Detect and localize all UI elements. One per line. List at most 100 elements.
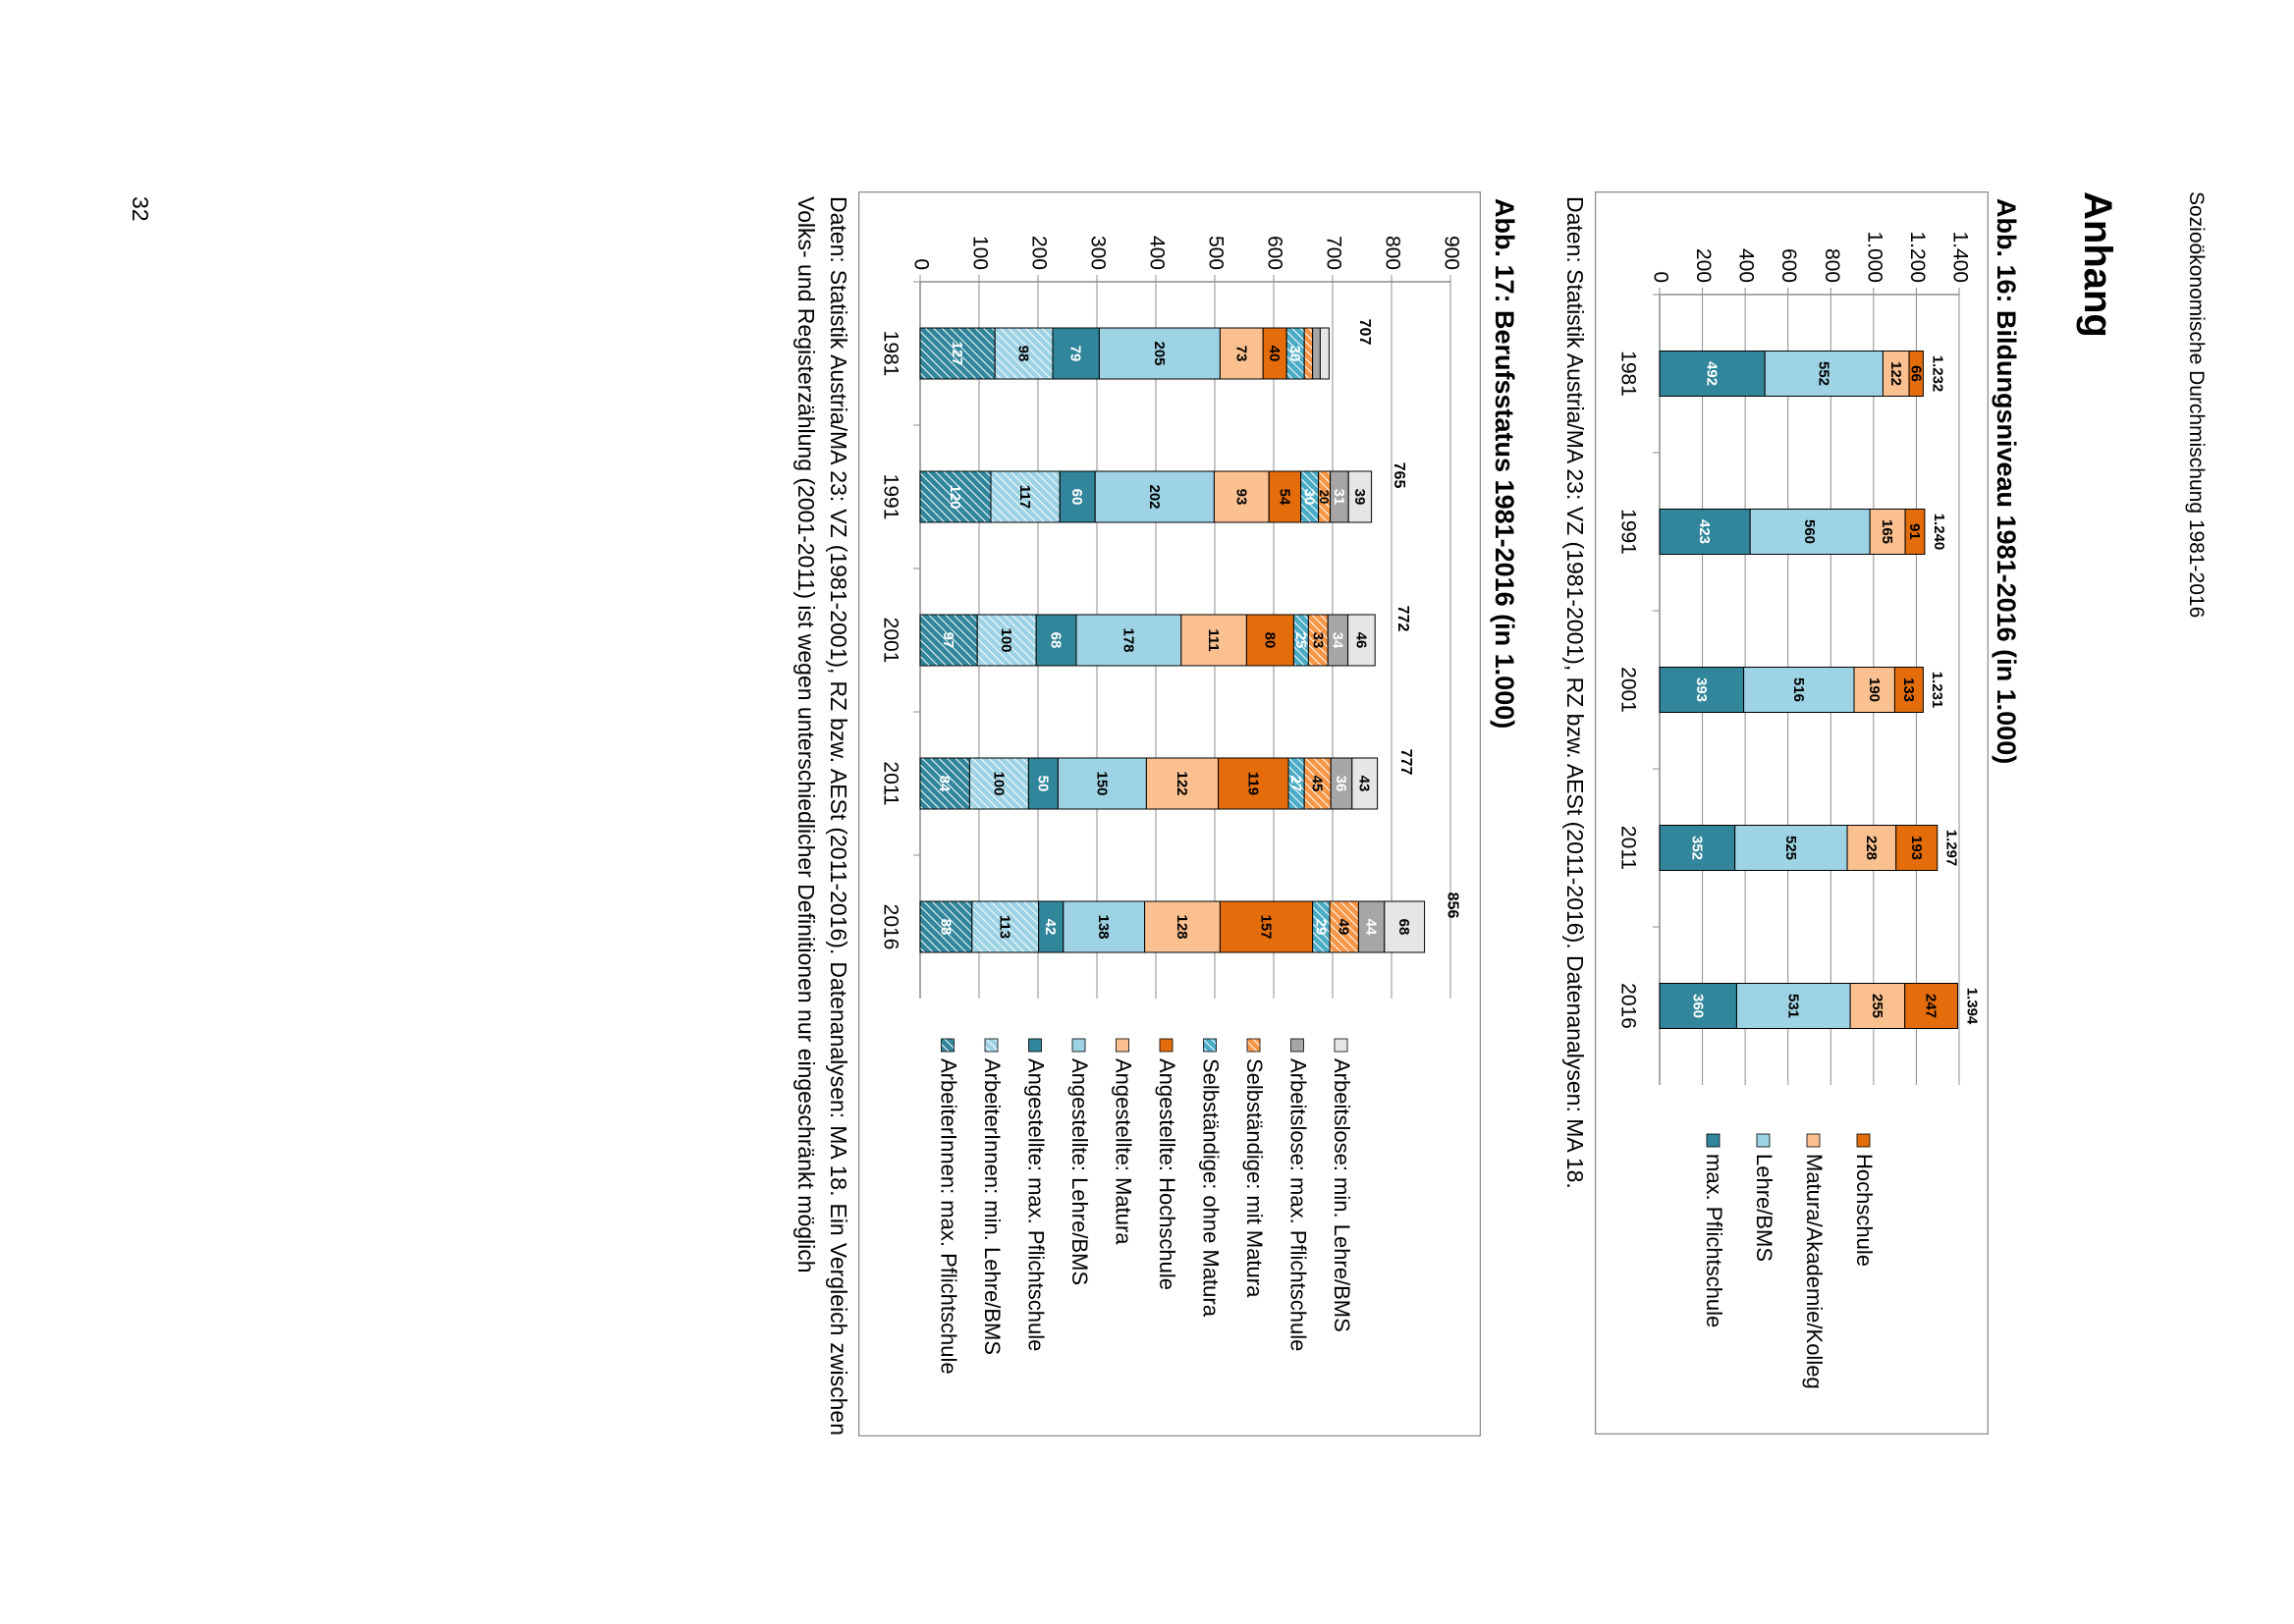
data-label: 80 (1261, 632, 1278, 649)
data-label: 393 (1693, 677, 1710, 702)
x-tick-label: 1981 (879, 331, 901, 377)
bar-segment (1347, 470, 1373, 523)
data-label: 165 (1879, 519, 1895, 544)
data-label: 247 (1923, 994, 1939, 1018)
bar-segment (1895, 825, 1939, 871)
bar-segment (1319, 327, 1330, 380)
data-label: 193 (1908, 836, 1925, 860)
data-label: 120 (947, 484, 963, 509)
y-tick-label: 400 (1145, 236, 1168, 270)
y-tick-label: 800 (1381, 236, 1403, 270)
total-label: 707 (1356, 319, 1373, 346)
legend-swatch (1856, 1133, 1871, 1148)
data-label: 150 (1093, 771, 1110, 795)
y-tick-label: 600 (1777, 248, 1800, 283)
chart: 0 100 200 300 400 500 600 700 800 900 1981 127 98 79 2… (858, 191, 1481, 1436)
y-tick-label: 400 (1735, 248, 1758, 283)
data-label: 79 (1067, 346, 1084, 362)
legend-swatch (1203, 1038, 1217, 1053)
chart-title: Abb. 17: Berufsstatus 1981-2016 (in 1.00… (1490, 198, 1519, 730)
chart-title: Abb. 16: Bildungsniveau 1981-2016 (in 1.… (1992, 198, 2021, 765)
legend-label: ArbeiterInnen: max. Pflichtschule (937, 1058, 961, 1375)
y-tick-label: 200 (1692, 248, 1715, 283)
total-label: 777 (1397, 749, 1414, 776)
total-label: 856 (1444, 893, 1460, 919)
data-label: 525 (1782, 836, 1799, 860)
data-label: 20 (1317, 490, 1332, 504)
legend-label: max. Pflichtschule (1702, 1154, 1726, 1327)
legend-label: Selbständige: ohne Matura (1199, 1058, 1224, 1318)
legend-swatch (1290, 1038, 1304, 1053)
data-label: 34 (1329, 632, 1345, 649)
data-label: 39 (1351, 489, 1368, 506)
legend-swatch (1806, 1133, 1821, 1148)
total-label: 1.297 (1943, 830, 1960, 867)
legend-label: Angestellte: Matura (1112, 1058, 1136, 1245)
bar-segment (1384, 900, 1426, 953)
data-label: 43 (1356, 776, 1373, 792)
data-label: 31 (1331, 489, 1347, 506)
data-label: 68 (1395, 919, 1412, 936)
legend-label: Arbeitslose: min. Lehre/BMS (1330, 1058, 1354, 1332)
y-tick-label: 1.400 (1948, 231, 1971, 283)
legend-label: Arbeitslose: max. Pflichtschule (1286, 1058, 1311, 1351)
data-label: 25 (1292, 632, 1309, 649)
data-label: 46 (1352, 632, 1369, 649)
data-label: 68 (1048, 632, 1065, 649)
x-tick-label: 2016 (1616, 983, 1639, 1029)
legend-label: Lehre/BMS (1752, 1154, 1776, 1262)
bar-segment (1303, 327, 1314, 380)
data-label: 119 (1244, 772, 1261, 795)
data-label: 205 (1151, 341, 1168, 365)
section-heading: Anhang (2076, 191, 2119, 338)
x-tick-label: 1991 (879, 474, 901, 520)
legend-swatch (984, 1038, 999, 1053)
legend-swatch (1028, 1038, 1042, 1053)
data-label: 88 (937, 919, 954, 936)
data-label: 36 (1333, 776, 1349, 792)
page-number: 32 (128, 196, 153, 222)
x-tick-label: 2001 (879, 618, 901, 664)
y-tick-label: 1.200 (1906, 231, 1929, 283)
data-label: 66 (1907, 365, 1924, 382)
data-label: 492 (1704, 361, 1720, 386)
data-label: 29 (1312, 919, 1329, 936)
data-label: 117 (1016, 485, 1033, 509)
y-tick-label: 0 (1649, 271, 1671, 283)
total-label: 772 (1394, 606, 1411, 632)
x-tick-label: 2016 (879, 904, 901, 950)
bar-segment (1904, 509, 1926, 555)
data-label: 423 (1696, 519, 1713, 544)
data-label: 54 (1276, 489, 1292, 506)
data-label: 30 (1301, 489, 1318, 506)
legend-swatch (1071, 1038, 1086, 1053)
bar-segment (1347, 614, 1376, 667)
data-label: 84 (936, 776, 953, 792)
data-label: 45 (1309, 776, 1326, 792)
data-label: 98 (1015, 346, 1032, 362)
chart: 0 200 400 600 800 1.000 1.200 1.400 1981 492 552 12… (1595, 191, 1989, 1435)
legend-swatch (1756, 1133, 1771, 1148)
total-label: 1.394 (1964, 988, 1981, 1025)
legend-label: Angestellte: max. Pflichtschule (1024, 1058, 1049, 1351)
y-tick-label: 900 (1440, 236, 1462, 270)
data-label: 190 (1866, 677, 1883, 702)
chart-frame (858, 191, 1481, 1436)
data-label: 178 (1120, 627, 1136, 652)
total-label: 1.232 (1929, 355, 1945, 393)
legend-swatch (1116, 1038, 1129, 1053)
legend-swatch (1706, 1133, 1720, 1148)
y-tick-label: 500 (1204, 236, 1227, 270)
data-label: 352 (1688, 836, 1705, 860)
data-label: 516 (1790, 677, 1807, 702)
running-header: Sozioökonomische Durchmischung 1981-2016 (2185, 191, 2208, 619)
x-tick-label: 2011 (879, 761, 901, 805)
chart-source: Daten: Statistik Austria/MA 23: VZ (1981… (793, 196, 851, 1435)
y-tick-label: 300 (1086, 236, 1109, 270)
data-label: 33 (1309, 632, 1326, 649)
data-label: 111 (1205, 628, 1222, 651)
data-label: 122 (1887, 361, 1904, 386)
data-label: 49 (1336, 919, 1352, 936)
data-label: 50 (1034, 776, 1051, 792)
